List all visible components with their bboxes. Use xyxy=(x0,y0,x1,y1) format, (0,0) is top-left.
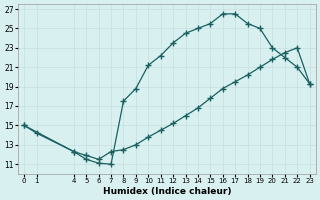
X-axis label: Humidex (Indice chaleur): Humidex (Indice chaleur) xyxy=(103,187,231,196)
